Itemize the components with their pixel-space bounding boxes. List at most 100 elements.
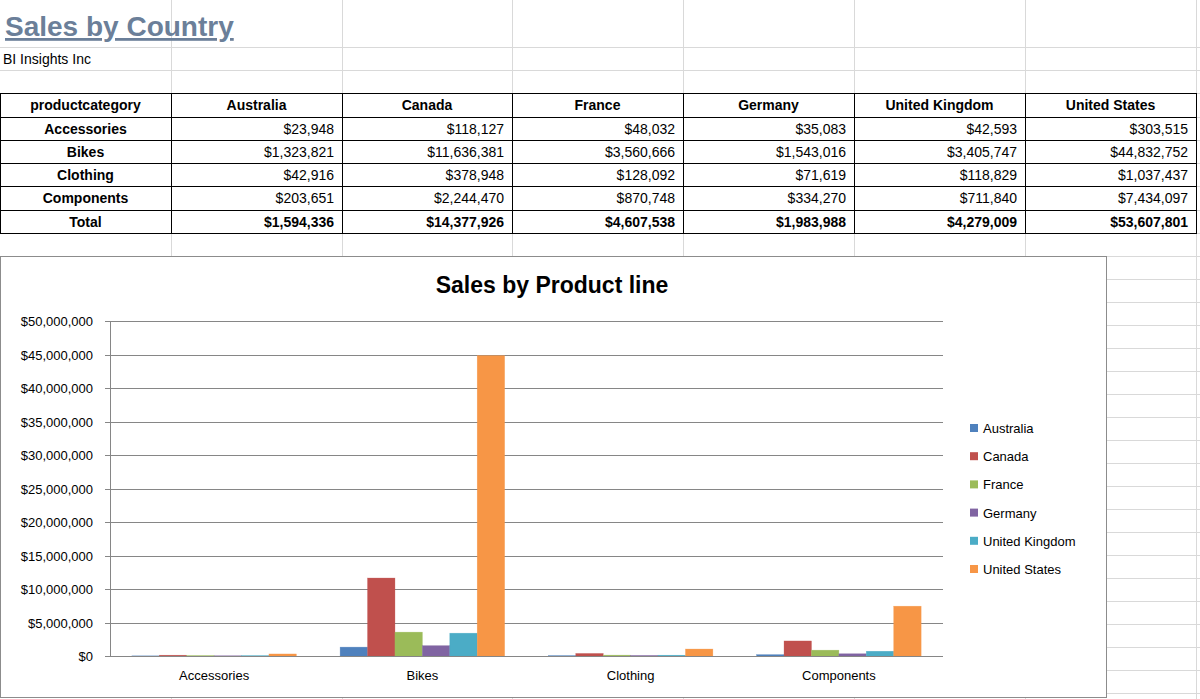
sheet-title: Sales by Country (5, 11, 234, 42)
table-cell (855, 164, 1026, 187)
grid-line (110, 455, 943, 456)
legend: AustraliaCanadaFranceGermanyUnited Kingd… (970, 421, 1076, 577)
bar (548, 655, 575, 656)
x-axis-line (110, 656, 943, 657)
table-value: $1,323,821 (264, 144, 334, 160)
table-cell (1026, 118, 1197, 141)
table-cell (513, 118, 684, 141)
data-table: productcategoryAustraliaCanadaFranceGerm… (1, 94, 1197, 234)
tick-label: $0 (79, 649, 93, 664)
bar (603, 655, 630, 656)
sheet-subtitle: BI Insights Inc (3, 51, 91, 67)
table-value: $14,377,926 (426, 214, 504, 230)
bar (894, 606, 921, 656)
bar (187, 655, 214, 656)
bar (242, 655, 269, 656)
tick-mark (105, 489, 110, 490)
table-cell (343, 141, 513, 164)
table-cell (684, 187, 855, 211)
bar (757, 655, 784, 656)
tick-label: $20,000,000 (21, 515, 93, 530)
table-value: $44,832,752 (1110, 144, 1188, 160)
table-cell (684, 118, 855, 141)
legend-swatch (970, 509, 978, 517)
grid-line (110, 556, 943, 557)
sheet-row-line (0, 47, 1200, 48)
tick-mark (105, 522, 110, 523)
table-cell (855, 211, 1026, 234)
grid-line (110, 489, 943, 490)
table-header: Canada (402, 97, 453, 113)
legend-label: Australia (983, 421, 1034, 436)
table-value: $3,405,747 (947, 144, 1017, 160)
category-label: Components (802, 668, 876, 683)
table-cell (684, 164, 855, 187)
bar (784, 641, 811, 656)
table-value: $3,560,666 (605, 144, 675, 160)
legend-swatch (970, 452, 978, 460)
bar (631, 655, 658, 656)
table-value: $118,829 (960, 167, 1018, 183)
table-cell (1026, 187, 1197, 211)
tick-mark (105, 355, 110, 356)
table-cell (513, 211, 684, 234)
table-cell (1, 118, 172, 141)
table-value: $128,092 (617, 167, 676, 183)
table-value: $1,037,437 (1118, 167, 1188, 183)
table-cell (1, 211, 172, 234)
grid-line (110, 656, 943, 657)
legend-swatch (970, 537, 978, 545)
category-label: Bikes (406, 668, 438, 683)
chart-title: Sales by Product line (436, 272, 669, 298)
grid-line (110, 623, 943, 624)
table-cell (172, 187, 343, 211)
row-label: Bikes (67, 144, 105, 160)
legend-swatch (970, 424, 978, 432)
row-label: Total (69, 214, 101, 230)
row-label: Components (43, 190, 129, 206)
row-label: Accessories (44, 121, 127, 137)
table-value: $48,032 (624, 121, 675, 137)
chart: Sales by Product line $0 $5,000,000 $10,000… (1, 257, 1107, 698)
table-value: $42,916 (283, 167, 334, 183)
table-cell (1026, 211, 1197, 234)
bar (658, 655, 685, 656)
table-cell (343, 187, 513, 211)
table-value: $870,748 (617, 190, 676, 206)
table-value: $4,607,538 (605, 214, 675, 230)
tick-label: $5,000,000 (28, 616, 93, 631)
table-value: $11,636,381 (427, 144, 504, 160)
tick-label: $10,000,000 (21, 582, 93, 597)
bar (340, 647, 367, 656)
y-axis-line (110, 321, 111, 656)
tick-mark (105, 388, 110, 389)
table-value: $711,840 (960, 190, 1018, 206)
grid-line (110, 422, 943, 423)
tick-label: $15,000,000 (21, 549, 93, 564)
table-cell (855, 187, 1026, 211)
table-cell (1, 141, 172, 164)
table-cell (513, 164, 684, 187)
table-value: $1,983,988 (776, 214, 846, 230)
table-header: United States (1066, 97, 1156, 113)
legend-label: France (983, 477, 1023, 492)
table-cell (1026, 164, 1197, 187)
tick-label: $35,000,000 (21, 415, 93, 430)
bar (450, 633, 477, 656)
table-value: $303,515 (1130, 121, 1189, 137)
table-value: $334,270 (788, 190, 847, 206)
legend-label: United States (983, 562, 1062, 577)
tick-mark (105, 455, 110, 456)
tick-mark (105, 656, 110, 657)
legend-label: Germany (983, 506, 1037, 521)
bar (395, 632, 422, 656)
table-cell (172, 94, 343, 118)
table-cell (855, 94, 1026, 118)
bar (811, 650, 838, 656)
table-value: $2,244,470 (434, 190, 504, 206)
table-cell (855, 118, 1026, 141)
bar (159, 655, 186, 656)
table-cell (1, 164, 172, 187)
category-label: Clothing (607, 668, 655, 683)
table-cell (172, 164, 343, 187)
